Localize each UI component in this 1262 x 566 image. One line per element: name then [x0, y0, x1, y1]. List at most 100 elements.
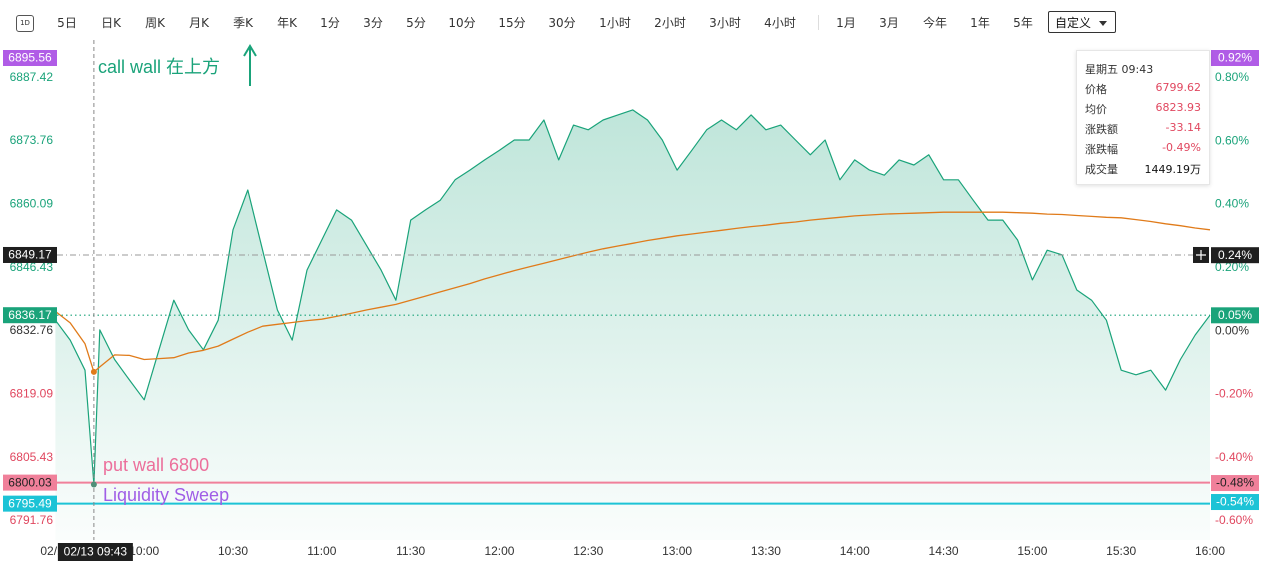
y-tick-label: 6846.43 [10, 260, 54, 274]
tooltip-row: 涨跌额 -33.14 [1085, 121, 1201, 137]
y-tick-label: 6791.76 [10, 513, 54, 527]
y2-tick-label: 0.00% [1215, 323, 1249, 337]
x-tick-label: 10:00 [129, 544, 159, 558]
crosshair-y-label-box [3, 246, 57, 263]
area-layer [55, 109, 1210, 541]
toolbar-separator [818, 15, 819, 30]
y2-tick-label: 0.40% [1215, 197, 1249, 211]
toolbar-item[interactable]: 日K [101, 16, 121, 30]
toolbar-item[interactable]: 季K [233, 16, 253, 30]
toolbar-icon[interactable]: 1D [16, 15, 34, 32]
average-line [55, 211, 1211, 373]
price-level-label-text: 6836.17 [8, 308, 52, 322]
dropdown-arrow [1099, 21, 1107, 26]
y2-tick-label: 0.20% [1215, 260, 1249, 274]
y2-tick-label: -0.40% [1215, 450, 1253, 464]
pct-level-label-box [1211, 475, 1259, 492]
tooltip-title: 星期五 09:43 [1085, 63, 1154, 76]
x-tick-label: 13:30 [751, 544, 781, 558]
x-tick-label: 11:30 [396, 544, 425, 558]
toolbar-item[interactable]: 年K [277, 16, 297, 30]
price-level-label-box [3, 474, 57, 491]
crosshair-plus [1196, 249, 1206, 260]
toolbar-item[interactable]: 周K [145, 16, 165, 30]
pct-level-label-text: -0.54% [1216, 495, 1254, 509]
label-layer: 6887.42 6873.76 6860.09 6846.43 6832.76 6819.… [3, 50, 1259, 561]
y2-tick-label: -0.20% [1215, 387, 1253, 401]
x-tick-label: 12:30 [573, 544, 603, 558]
toolbar-item[interactable]: 3小时 [709, 16, 741, 30]
y2-tick-label: -0.60% [1215, 513, 1253, 527]
line-layer [54, 109, 1211, 505]
y2-tick-label: 0.60% [1215, 133, 1249, 147]
x-tick-label: 16:00 [1195, 544, 1225, 558]
toolbar-item[interactable]: 4小时 [764, 16, 796, 30]
dropdown-label[interactable]: 自定义 [1055, 16, 1092, 30]
crosshair-y2-label-text: 0.24% [1218, 248, 1252, 262]
tooltip-value: -0.49% [1162, 141, 1201, 154]
tooltip-value: 6823.93 [1155, 101, 1202, 114]
tooltip-label: 涨跌额 [1085, 123, 1118, 136]
area-fill [55, 109, 1210, 541]
tooltip-value: 1449.19万 [1144, 163, 1202, 176]
toolbar-item[interactable]: 月K [189, 16, 209, 30]
y-tick-label: 6819.09 [10, 386, 54, 400]
pct-level-label-box [1211, 50, 1259, 66]
crosshair-y-label-text: 6849.17 [8, 248, 52, 262]
price-level-label-text: 6895.56 [8, 51, 52, 65]
x-tick-label: 14:30 [929, 544, 959, 558]
toolbar-item[interactable]: 2小时 [654, 16, 686, 30]
pct-level-label-text: 0.92% [1218, 51, 1252, 65]
toolbar-item[interactable]: 1月 [836, 16, 856, 30]
annotation: Liquidity Sweep [103, 485, 229, 505]
toolbar-item[interactable]: 5日 [57, 16, 77, 30]
x-tick-label: 15:00 [1017, 544, 1047, 558]
pct-level-label-text: 0.05% [1218, 308, 1252, 322]
toolbar-item[interactable]: 30分 [548, 16, 576, 30]
tooltip-value: 6799.62 [1155, 81, 1202, 94]
x-tick-label: 10:30 [218, 544, 248, 558]
pct-level-label-box [1211, 307, 1259, 324]
toolbar-item[interactable]: 5年 [1013, 16, 1033, 30]
pct-level-label-box [1211, 494, 1259, 511]
annotation: call wall 在上方 [98, 57, 220, 77]
crosshair-x-label: 02/13 09:43 [64, 545, 128, 559]
y-tick-label: 6873.76 [10, 133, 54, 147]
toolbar-item[interactable]: 15分 [498, 16, 526, 30]
price-level-label-box [3, 50, 57, 66]
tooltip-label: 成交量 [1085, 163, 1118, 176]
toolbar-item[interactable]: 3月 [879, 16, 899, 30]
y-tick-label: 6860.09 [10, 197, 54, 211]
tooltip-label: 均价 [1085, 103, 1107, 116]
crosshair-y2-label-box [1211, 247, 1259, 264]
toolbar-item[interactable]: 1小时 [599, 16, 631, 30]
y2-tick-label: 0.80% [1215, 70, 1249, 84]
toolbar-item[interactable]: 10分 [448, 16, 476, 30]
toolbar-item[interactable]: 今年 [922, 16, 948, 30]
overlay-layer: call wall 在上方 put wall 6800 Liquidity Swee… [57, 40, 1193, 540]
y-tick-label: 6832.76 [10, 323, 54, 337]
call-wall-arrowhead [243, 44, 257, 57]
price-level-label-text: 6800.03 [8, 475, 52, 489]
x-tick-label: 12:00 [484, 544, 514, 558]
tooltip-label: 涨跌幅 [1085, 143, 1118, 156]
price-level-label-box [3, 307, 57, 324]
y-tick-label: 6887.42 [10, 70, 54, 84]
toolbar: 1D 自定义 5日 日K 周K 月K 季K 年K 1分 3分 5分 10分 15分 30分 1小时 2小时… [0, 0, 1262, 44]
tooltip: 星期五 09:43 价格 6799.62 均价 6823.93 涨跌额 -33.14 涨跌幅… [1076, 50, 1210, 185]
price-line [54, 109, 1211, 486]
crosshair-x-box [57, 543, 133, 561]
price-level-label-text: 6795.49 [8, 496, 52, 510]
tooltip-value: -33.14 [1165, 121, 1201, 134]
tooltip-row: 涨跌幅 -0.49% [1085, 141, 1201, 157]
toolbar-dropdown[interactable]: 自定义 [1048, 11, 1116, 33]
toolbar-item[interactable]: 5分 [406, 16, 426, 30]
toolbar-item[interactable]: 1分 [320, 16, 340, 30]
toolbar-item[interactable]: 3分 [363, 16, 383, 30]
toolbar-item[interactable]: 1年 [970, 16, 990, 30]
crosshair-dot [90, 481, 97, 488]
tooltip-row: 均价 6823.93 [1085, 101, 1201, 117]
price-level-label-box [3, 495, 57, 512]
tooltip-row: 成交量 1449.19万 [1085, 161, 1201, 177]
